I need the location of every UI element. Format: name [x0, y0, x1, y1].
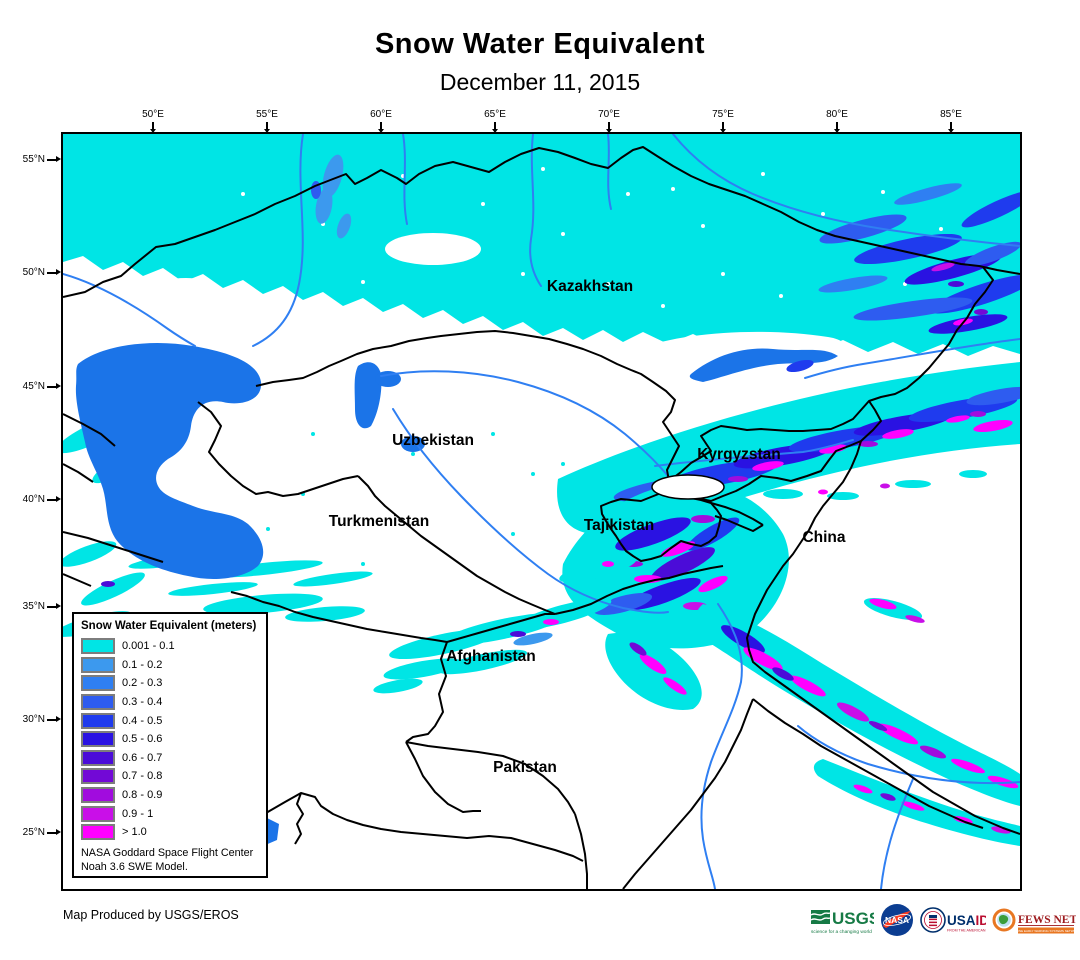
tick-label: 65°E: [484, 109, 506, 120]
legend-label: 0.4 - 0.5: [122, 714, 163, 727]
tick-label: 50°E: [142, 109, 164, 120]
tick-label: 85°E: [940, 109, 962, 120]
legend-row: 0.5 - 0.6: [81, 730, 259, 749]
tick-label: 50°N: [22, 267, 45, 278]
tick-mark: [47, 383, 61, 389]
tick-label: 75°E: [712, 109, 734, 120]
legend-label: 0.5 - 0.6: [122, 733, 163, 746]
legend-swatch: [81, 694, 115, 711]
legend-row: 0.001 - 0.1: [81, 637, 259, 656]
tick-mark: [264, 122, 270, 133]
page-subtitle: December 11, 2015: [439, 69, 641, 95]
legend-label: 0.6 - 0.7: [122, 751, 163, 764]
legend-swatch: [81, 675, 115, 692]
legend-row: 0.9 - 1: [81, 804, 259, 823]
tick-mark: [47, 829, 61, 835]
tick-mark: [606, 122, 612, 133]
legend-row: 0.2 - 0.3: [81, 674, 259, 693]
tick-mark: [47, 496, 61, 502]
legend-row: 0.8 - 0.9: [81, 786, 259, 805]
tick-label: 70°E: [598, 109, 620, 120]
svg-text:NASA: NASA: [885, 915, 909, 925]
legend-note-line1: NASA Goddard Space Flight Center: [81, 846, 254, 859]
legend-row: 0.1 - 0.2: [81, 656, 259, 675]
legend-label: 0.1 - 0.2: [122, 658, 163, 671]
legend-note-line2: Noah 3.6 SWE Model.: [81, 860, 188, 873]
legend-swatch: [81, 638, 115, 655]
svg-text:USGS: USGS: [832, 909, 874, 928]
tick-mark: [47, 716, 61, 722]
legend-title: Snow Water Equivalent (meters): [81, 620, 257, 632]
legend-swatch: [81, 749, 115, 766]
tick-mark: [150, 122, 156, 133]
tick-mark: [47, 156, 61, 162]
country-label-afghanistan: Afghanistan: [446, 648, 536, 665]
tick-mark: [47, 269, 61, 275]
legend-label: > 1.0: [122, 826, 147, 839]
svg-text:science for a changing world: science for a changing world: [811, 929, 872, 935]
legend-swatch: [81, 824, 115, 841]
tick-label: 55°N: [22, 154, 45, 165]
country-label-kazakhstan: Kazakhstan: [546, 278, 634, 295]
svg-text:FAMINE EARLY WARNING SYSTEMS N: FAMINE EARLY WARNING SYSTEMS NETWORK: [1012, 929, 1076, 933]
svg-text:FEWS NET: FEWS NET: [1018, 914, 1076, 926]
svg-text:FROM THE AMERICAN PEOPLE: FROM THE AMERICAN PEOPLE: [947, 929, 986, 933]
legend-row: 0.7 - 0.8: [81, 767, 259, 786]
legend-label: 0.8 - 0.9: [122, 789, 163, 802]
map-legend: Snow Water Equivalent (meters) 0.001 - 0…: [72, 612, 268, 878]
usaid-logo: USAID FROM THE AMERICAN PEOPLE: [920, 907, 986, 933]
legend-swatch: [81, 656, 115, 673]
legend-label: 0.001 - 0.1: [122, 640, 175, 653]
tick-mark: [720, 122, 726, 133]
tick-label: 25°N: [22, 827, 45, 838]
map-credit: Map Produced by USGS/EROS: [63, 908, 239, 922]
usgs-logo: USGS science for a changing world: [810, 909, 874, 935]
legend-row: > 1.0: [81, 823, 259, 842]
legend-row: 0.3 - 0.4: [81, 693, 259, 712]
country-label-china: China: [802, 529, 846, 546]
svg-text:USAID: USAID: [947, 913, 986, 928]
tick-label: 35°N: [22, 601, 45, 612]
tick-label: 45°N: [22, 381, 45, 392]
legend-swatch: [81, 805, 115, 822]
tick-mark: [834, 122, 840, 133]
tick-mark: [948, 122, 954, 133]
legend-swatch: [81, 731, 115, 748]
legend-row: 0.4 - 0.5: [81, 711, 259, 730]
tick-label: 40°N: [22, 494, 45, 505]
country-label-uzbekistan: Uzbekistan: [392, 432, 474, 449]
tick-label: 55°E: [256, 109, 278, 120]
legend-swatch: [81, 768, 115, 785]
country-label-turkmenistan: Turkmenistan: [328, 513, 430, 530]
legend-label: 0.9 - 1: [122, 807, 154, 820]
tick-mark: [378, 122, 384, 133]
tick-label: 30°N: [22, 714, 45, 725]
country-label-tajikistan: Tajikistan: [583, 517, 655, 534]
tick-label: 80°E: [826, 109, 848, 120]
tick-mark: [47, 603, 61, 609]
legend-note: NASA Goddard Space Flight Center Noah 3.…: [81, 846, 259, 874]
legend-label: 0.3 - 0.4: [122, 696, 163, 709]
tick-mark: [492, 122, 498, 133]
page-title: Snow Water Equivalent: [374, 28, 706, 60]
legend-label: 0.7 - 0.8: [122, 770, 163, 783]
legend-row: 0.6 - 0.7: [81, 749, 259, 768]
fewsnet-logo: FEWS NET FAMINE EARLY WARNING SYSTEMS NE…: [992, 908, 1076, 934]
logo-strip: USGS science for a changing world NASA U…: [810, 899, 1076, 941]
legend-swatch: [81, 787, 115, 804]
tick-label: 60°E: [370, 109, 392, 120]
country-label-kyrgyzstan: Kyrgyzstan: [697, 446, 781, 463]
legend-label: 0.2 - 0.3: [122, 677, 163, 690]
legend-swatch: [81, 712, 115, 729]
nasa-logo: NASA: [881, 904, 913, 936]
country-label-pakistan: Pakistan: [493, 759, 557, 776]
